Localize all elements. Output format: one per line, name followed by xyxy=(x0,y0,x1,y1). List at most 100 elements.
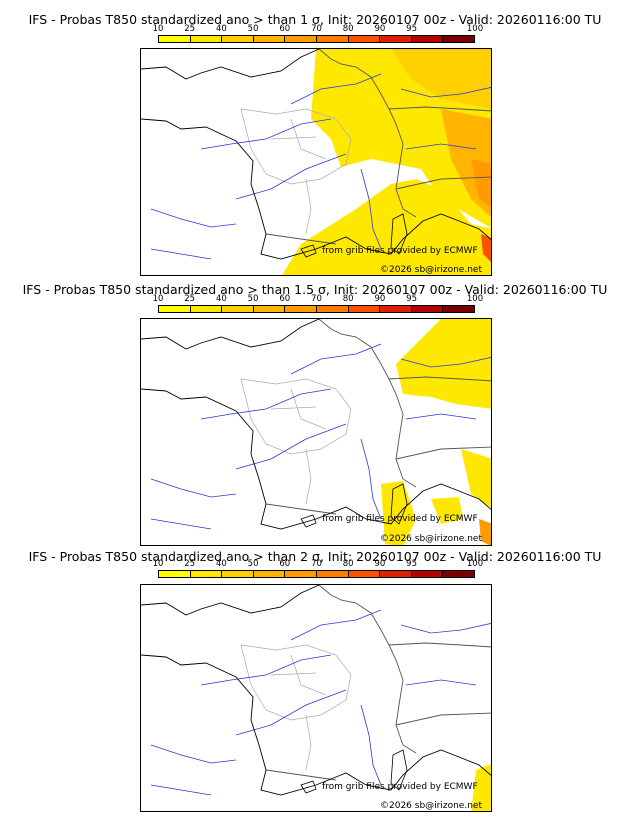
colorbar-tick-label: 50 xyxy=(247,559,259,569)
colorbar-tick-label: 90 xyxy=(374,559,386,569)
colorbar-tick-label: 25 xyxy=(184,294,196,304)
panel-title: IFS - Probas T850 standardized ano > tha… xyxy=(28,549,602,564)
colorbar: 10 25 40 50 60 70 80 90 95 100 xyxy=(153,559,483,589)
colorbar-tick-label: 100 xyxy=(466,24,484,34)
probability-area xyxy=(461,449,491,508)
map-panel-2: IFS - Probas T850 standardized ano > tha… xyxy=(0,270,630,546)
coastline xyxy=(141,319,491,530)
probability-area xyxy=(479,519,491,545)
colorbar-tick-label: 60 xyxy=(279,24,291,34)
colorbar-swatch xyxy=(411,306,444,312)
credit-copyright: ©2026 sb@irizone.net xyxy=(380,534,482,544)
colorbar-tick-label: 70 xyxy=(311,24,322,34)
colorbar-swatch xyxy=(190,571,223,577)
colorbar-tick-label: 60 xyxy=(279,559,291,569)
colorbar-swatch xyxy=(159,571,191,577)
probability-area xyxy=(471,159,491,208)
probability-area xyxy=(481,234,491,262)
colorbar-swatch xyxy=(159,36,191,42)
colorbar-swatch xyxy=(316,36,349,42)
probability-area xyxy=(431,497,463,524)
corsica-coast xyxy=(390,483,408,525)
colorbar-tick-label: 90 xyxy=(374,294,386,304)
colorbar-swatch xyxy=(222,571,254,577)
colorbar-tick-label: 40 xyxy=(215,294,227,304)
colorbar-tick-label: 90 xyxy=(374,24,386,34)
colorbar-swatch xyxy=(285,571,317,577)
colorbar-tick-label: 10 xyxy=(152,294,164,304)
colorbar-swatch xyxy=(316,571,349,577)
island-coast xyxy=(300,514,317,528)
region-borders xyxy=(240,108,352,235)
colorbar-tick-label: 50 xyxy=(247,24,259,34)
credit-source: from grib files provided by ECMWF xyxy=(322,514,478,524)
map-svg xyxy=(141,49,491,275)
coastline xyxy=(141,49,491,260)
credit-copyright: ©2026 sb@irizone.net xyxy=(380,265,482,275)
colorbar-tick-label: 100 xyxy=(466,559,484,569)
rivers xyxy=(150,73,491,260)
map-frame xyxy=(140,318,492,546)
colorbar-tick-label: 80 xyxy=(342,559,354,569)
rivers xyxy=(150,609,491,796)
colorbar-tick-label: 10 xyxy=(152,559,164,569)
colorbar-swatch xyxy=(159,306,191,312)
colorbar-swatch xyxy=(190,306,223,312)
colorbar-swatch xyxy=(443,306,474,312)
rivers xyxy=(150,343,491,530)
colorbar-swatch xyxy=(348,36,381,42)
colorbar-swatch xyxy=(380,571,412,577)
probability-area xyxy=(381,481,416,545)
colorbar-swatch xyxy=(411,571,444,577)
colorbar-tick-label: 95 xyxy=(406,294,418,304)
colorbar-tick-label: 50 xyxy=(247,294,259,304)
probability-area xyxy=(282,179,491,275)
corsica-coast xyxy=(390,749,408,791)
colorbar: 10 25 40 50 60 70 80 90 95 100 xyxy=(153,24,483,54)
island-coast xyxy=(300,780,317,794)
colorbar-swatch xyxy=(253,306,286,312)
colorbar-tick-label: 100 xyxy=(466,294,484,304)
colorbar-tick-label: 40 xyxy=(215,559,227,569)
probability-area xyxy=(391,49,491,109)
country-borders xyxy=(265,319,491,515)
colorbar-swatch xyxy=(285,306,317,312)
map-frame xyxy=(140,48,492,276)
country-borders xyxy=(265,49,491,245)
colorbar-swatch xyxy=(443,36,474,42)
colorbar-row xyxy=(158,305,475,313)
colorbar-swatch xyxy=(411,36,444,42)
colorbar-tick-label: 25 xyxy=(184,24,196,34)
colorbar-tick-label: 70 xyxy=(311,294,322,304)
colorbar: 10 25 40 50 60 70 80 90 95 100 xyxy=(153,294,483,324)
corsica-coast xyxy=(390,213,408,255)
coastline xyxy=(141,585,491,796)
region-borders xyxy=(240,378,352,505)
colorbar-tick-label: 40 xyxy=(215,24,227,34)
colorbar-swatch xyxy=(348,571,381,577)
map-frame xyxy=(140,584,492,812)
colorbar-swatch xyxy=(348,306,381,312)
panel-title: IFS - Probas T850 standardized ano > tha… xyxy=(28,12,602,27)
colorbar-swatch xyxy=(190,36,223,42)
map-panel-3: IFS - Probas T850 standardized ano > tha… xyxy=(0,542,630,818)
colorbar-tick-label: 10 xyxy=(152,24,164,34)
island-coast xyxy=(300,244,317,258)
map-svg xyxy=(141,319,491,545)
credit-source: from grib files provided by ECMWF xyxy=(322,246,478,256)
colorbar-tick-label: 95 xyxy=(406,559,418,569)
colorbar-row xyxy=(158,570,475,578)
colorbar-tick-label: 80 xyxy=(342,24,354,34)
credit-copyright: ©2026 sb@irizone.net xyxy=(380,801,482,811)
colorbar-tick-label: 25 xyxy=(184,559,196,569)
colorbar-swatch xyxy=(443,571,474,577)
colorbar-tick-label: 70 xyxy=(311,559,322,569)
probability-area xyxy=(471,763,491,811)
colorbar-tick-label: 80 xyxy=(342,294,354,304)
colorbar-swatch xyxy=(380,36,412,42)
map-panel-1: IFS - Probas T850 standardized ano > tha… xyxy=(0,0,630,276)
colorbar-tick-label: 95 xyxy=(406,24,418,34)
country-borders xyxy=(265,585,491,781)
colorbar-swatch xyxy=(316,306,349,312)
region-borders xyxy=(240,644,352,771)
